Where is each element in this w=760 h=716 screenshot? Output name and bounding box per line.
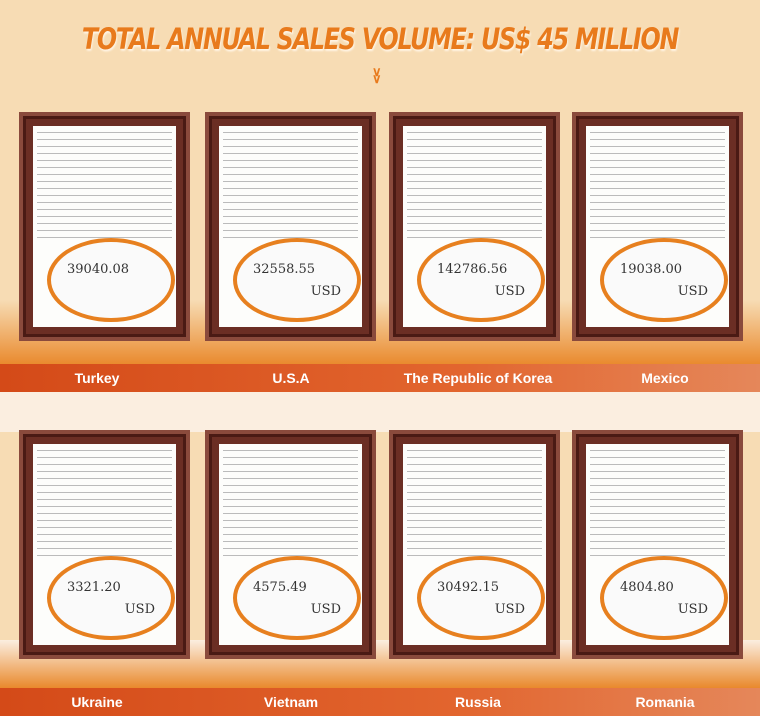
amount-highlight: 32558.55 USD xyxy=(233,238,361,322)
currency: USD xyxy=(677,284,708,299)
currency: USD xyxy=(494,284,525,299)
amount-value: 19038.00 xyxy=(620,262,683,277)
country-label: Vietnam xyxy=(263,694,319,710)
country-label: Ukraine xyxy=(71,694,123,710)
certificate-frame: 30492.15 USD xyxy=(389,430,560,659)
amount-value: 32558.55 xyxy=(253,262,316,277)
currency: USD xyxy=(124,602,155,617)
country-labels-row-1: Turkey U.S.A The Republic of Korea Mexic… xyxy=(0,364,760,392)
amount-value: 4575.49 xyxy=(253,580,307,595)
amount-highlight: 39040.08 xyxy=(47,238,175,322)
certificate-frame: 39040.08 xyxy=(19,112,190,341)
amount-value: 39040.08 xyxy=(67,262,130,277)
amount-highlight: 142786.56 USD xyxy=(417,238,545,322)
currency: USD xyxy=(677,602,708,617)
country-label: Turkey xyxy=(74,370,120,386)
certificate-frame: 32558.55 USD xyxy=(205,112,376,341)
amount-value: 3321.20 xyxy=(67,580,121,595)
country-labels-row-2: Ukraine Vietnam Russia Romania xyxy=(0,688,760,716)
amount-highlight: 30492.15 USD xyxy=(417,556,545,640)
country-label: U.S.A xyxy=(272,370,310,386)
amount-highlight: 4575.49 USD xyxy=(233,556,361,640)
certificate-frame: 4575.49 USD xyxy=(205,430,376,659)
certificate-frame: 142786.56 USD xyxy=(389,112,560,341)
page-title: TOTAL ANNUAL SALES VOLUME: US$ 45 MILLIO… xyxy=(81,22,680,56)
amount-value: 30492.15 xyxy=(437,580,500,595)
currency: USD xyxy=(310,602,341,617)
amount-value: 142786.56 xyxy=(437,262,508,277)
currency: USD xyxy=(310,284,341,299)
country-label: Russia xyxy=(455,694,501,710)
amount-highlight: 19038.00 USD xyxy=(600,238,728,322)
certificate-frame: 4804.80 USD xyxy=(572,430,743,659)
certificate-frame: 3321.20 USD xyxy=(19,430,190,659)
country-label: The Republic of Korea xyxy=(403,370,553,386)
amount-value: 4804.80 xyxy=(620,580,674,595)
country-label: Romania xyxy=(635,694,695,710)
country-label: Mexico xyxy=(641,370,689,386)
amount-highlight: 4804.80 USD xyxy=(600,556,728,640)
certificate-frame: 19038.00 USD xyxy=(572,112,743,341)
currency: USD xyxy=(494,602,525,617)
chevron-down-icon: ∨ ∨ xyxy=(372,64,382,86)
amount-highlight: 3321.20 USD xyxy=(47,556,175,640)
background-band xyxy=(0,392,760,432)
